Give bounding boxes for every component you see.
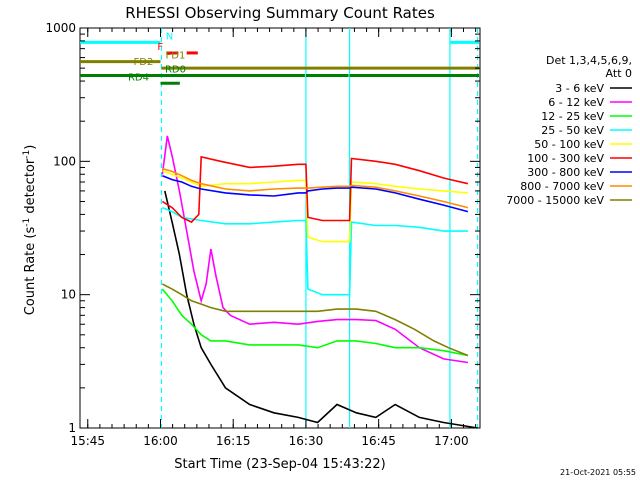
y-tick-label: 1000 xyxy=(45,21,76,35)
legend-entry-label: 6 - 12 keV xyxy=(548,96,604,109)
flag-label-n: N xyxy=(166,31,173,42)
y-axis-label-sup1: -1 xyxy=(22,218,32,227)
legend-entry-label: 100 - 300 keV xyxy=(527,152,604,165)
x-tick-label: 16:00 xyxy=(143,434,178,448)
y-axis-label-mid: detector xyxy=(23,158,38,218)
x-tick-label: 16:15 xyxy=(216,434,251,448)
series-line-0 xyxy=(164,190,478,429)
y-tick-label: 10 xyxy=(61,288,76,302)
x-tick-label: 17:00 xyxy=(434,434,469,448)
y-tick-label: 100 xyxy=(53,154,76,168)
legend-header: Det 1,3,4,5,6,9, xyxy=(546,54,632,67)
y-tick-label: 1 xyxy=(68,421,76,435)
x-axis-label: Start Time (23-Sep-04 15:43:22) xyxy=(174,457,385,472)
series-line-4 xyxy=(162,169,468,243)
legend-entry-label: 50 - 100 keV xyxy=(534,138,604,151)
series-line-5 xyxy=(161,155,469,224)
legend-entry-label: 12 - 25 keV xyxy=(541,110,604,123)
series-line-3 xyxy=(162,206,468,296)
flag-label-fd1: FD1 xyxy=(166,51,186,62)
flag-label-rd4: RD4 xyxy=(128,72,149,83)
footer-date: 21-Oct-2021 05:55 xyxy=(560,468,636,477)
legend-entry-label: 800 - 7000 keV xyxy=(520,180,604,193)
legend-entry-label: 300 - 800 keV xyxy=(527,166,604,179)
series-line-8 xyxy=(162,283,469,357)
chart-title: RHESSI Observing Summary Count Rates xyxy=(125,4,435,22)
series-line-1 xyxy=(161,135,469,364)
series-line-2 xyxy=(161,288,469,357)
x-tick-label: 15:45 xyxy=(70,434,105,448)
series-lines xyxy=(161,135,478,429)
legend-entry-label: 25 - 50 keV xyxy=(541,124,604,137)
legend-entry-label: 3 - 6 keV xyxy=(555,82,604,95)
y-axis-label-main: Count Rate (s xyxy=(23,227,38,316)
flag-label-fd2: FD2 xyxy=(134,57,154,68)
x-tick-label: 16:45 xyxy=(361,434,396,448)
y-axis-label-end: ) xyxy=(23,145,38,150)
series-line-7 xyxy=(162,167,469,209)
y-axis-ticks: 1 10 100 1000 xyxy=(45,21,480,435)
flag-label-rd0: RD0 xyxy=(165,65,186,76)
x-axis-ticks: 15:45 16:00 16:15 16:30 16:45 17:00 xyxy=(70,28,477,448)
y-axis-label: Count Rate (s-1 detector-1) xyxy=(22,145,38,316)
plot-frame xyxy=(79,27,481,429)
plot-area xyxy=(79,27,481,429)
series-line-6 xyxy=(162,174,469,213)
legend-entry-label: 7000 - 15000 keV xyxy=(506,194,604,207)
y-axis-label-sup2: -1 xyxy=(22,150,32,159)
flag-label-f: F xyxy=(157,42,163,53)
legend-header: Att 0 xyxy=(606,67,632,80)
x-tick-label: 16:30 xyxy=(289,434,324,448)
